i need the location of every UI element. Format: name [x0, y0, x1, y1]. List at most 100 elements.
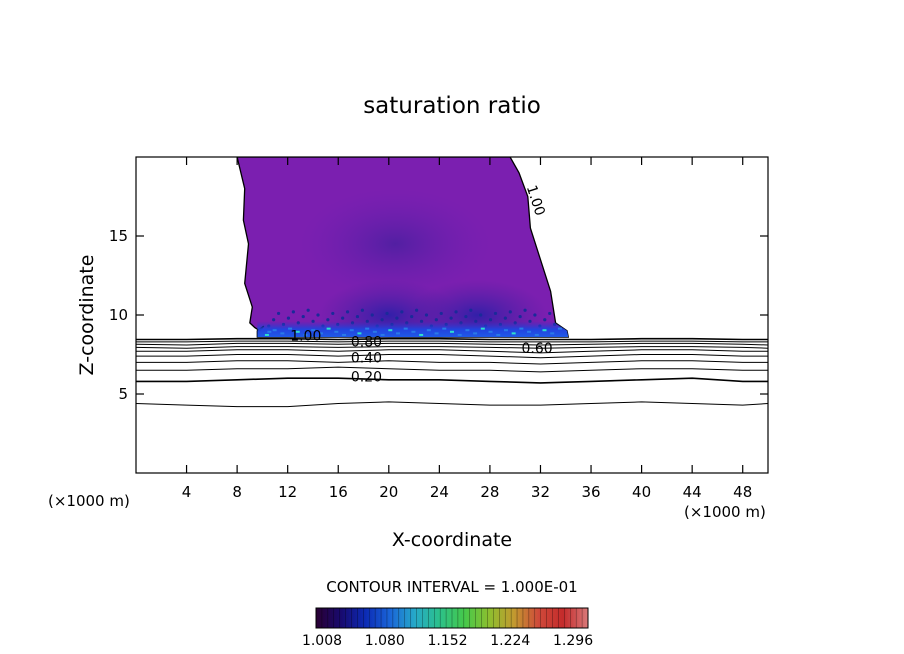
- region-speckle: [272, 318, 276, 322]
- region-speckle: [449, 316, 453, 320]
- colorbar-labels: 1.008 1.080 1.152 1.224 1.296: [302, 633, 593, 649]
- region-speckle: [326, 318, 330, 322]
- region-speckle: [331, 311, 335, 316]
- x-tick-label: 24: [430, 483, 449, 501]
- region-speckle: [479, 313, 483, 317]
- region-speckle: [454, 310, 458, 314]
- x-tick-label: 36: [581, 483, 600, 501]
- region-speckle: [469, 308, 473, 312]
- y-tick-label: 15: [109, 227, 128, 245]
- plot-area: 1.001.00 0.80 0.600.400.20: [136, 157, 768, 408]
- region-base-speckle: [264, 333, 269, 336]
- x-tick-label: 12: [278, 483, 297, 501]
- region-base-speckle: [542, 329, 547, 332]
- region-base-speckle: [511, 332, 516, 335]
- region-speckle: [395, 316, 399, 320]
- contour-line: [136, 401, 768, 408]
- region-speckle: [400, 310, 404, 314]
- contour-label: 0.20: [351, 369, 382, 385]
- x-tick-label: 4: [182, 483, 192, 501]
- region-base-speckle: [357, 332, 362, 335]
- contour-line: [136, 360, 768, 365]
- region-speckle: [306, 308, 310, 312]
- region-base-speckle: [434, 332, 439, 335]
- region-base-speckle: [411, 330, 416, 333]
- region-base-speckle: [426, 329, 431, 332]
- contour-line: [136, 366, 768, 373]
- region-base-speckle: [326, 327, 331, 330]
- colorbar-ticks: [321, 608, 583, 628]
- x-tick-label: 48: [733, 483, 752, 501]
- region-base-speckle: [311, 329, 316, 332]
- region-base-speckle: [267, 330, 272, 333]
- region-speckle: [276, 311, 281, 316]
- region-base-speckle: [396, 332, 401, 335]
- contour-lines-layer: [136, 337, 768, 408]
- contour-line: [136, 346, 768, 349]
- contour-line: [136, 342, 768, 346]
- region-speckle: [415, 308, 419, 312]
- region-speckle: [424, 313, 429, 317]
- contour-label: 0.80: [351, 335, 382, 351]
- region-base-speckle: [349, 329, 354, 332]
- region-speckle: [548, 311, 552, 316]
- region-base-speckle: [496, 333, 501, 336]
- colorbar-label: 1.296: [553, 633, 593, 649]
- contour-label: 1.00: [290, 328, 321, 344]
- contour-interval-text: CONTOUR INTERVAL = 1.000E-01: [326, 578, 577, 596]
- x-tick-label: 20: [379, 483, 398, 501]
- x-tick-label: 8: [232, 483, 242, 501]
- x-axis-label: X-coordinate: [392, 529, 512, 551]
- x-unit-right: (×1000 m): [684, 503, 766, 521]
- chart-title: saturation ratio: [363, 93, 541, 119]
- region-base-speckle: [449, 330, 454, 333]
- region-base-speckle: [272, 329, 277, 332]
- region-base-speckle: [457, 333, 462, 336]
- region-speckle: [341, 316, 345, 320]
- contour-line: [136, 354, 768, 359]
- region-base-speckle: [380, 333, 385, 336]
- region-base-speckle: [280, 332, 285, 335]
- y-tick-label: 10: [109, 306, 128, 324]
- supersaturated-region-layer: [236, 157, 570, 338]
- region-speckle: [508, 310, 512, 314]
- region-speckle: [533, 313, 537, 317]
- colorbar-label: 1.080: [365, 633, 405, 649]
- y-axis-label: Z-coordinate: [76, 255, 98, 376]
- contour-line: [136, 337, 768, 341]
- region-speckle: [410, 314, 414, 319]
- region-base-speckle: [442, 327, 447, 330]
- region-speckle: [523, 308, 527, 312]
- region-speckle: [557, 316, 562, 320]
- colorbar: 1.008 1.080 1.152 1.224 1.296: [302, 607, 593, 649]
- y-tick-label: 5: [118, 385, 128, 403]
- region-base-speckle: [342, 333, 347, 336]
- region-base-speckle: [365, 327, 370, 330]
- x-tick-label: 40: [632, 483, 651, 501]
- x-tick-label: 32: [531, 483, 550, 501]
- region-base-speckle: [557, 327, 562, 330]
- region-speckle: [301, 314, 305, 319]
- region-core: [300, 188, 491, 299]
- region-speckle: [385, 311, 389, 316]
- region-speckle: [493, 311, 498, 316]
- region-base-speckle: [527, 330, 532, 333]
- x-axis-ticks: 4 8 12 16 20 24 28 32 36 40 44 48: [182, 157, 752, 501]
- region-speckle: [488, 318, 493, 322]
- region-base-speckle: [480, 327, 485, 330]
- region-base-speckle: [534, 333, 539, 336]
- y-axis-ticks: 5 10 15: [109, 227, 768, 403]
- region-base-speckle: [334, 330, 339, 333]
- region-base-speckle: [388, 329, 393, 332]
- region-base-speckle: [295, 330, 300, 333]
- region-base-speckle: [372, 330, 377, 333]
- region-speckle: [286, 316, 291, 320]
- x-tick-label: 16: [329, 483, 348, 501]
- region-base-speckle: [488, 330, 493, 333]
- region-speckle: [439, 311, 443, 316]
- x-unit-left: (×1000 m): [48, 492, 130, 510]
- region-speckle: [316, 313, 320, 317]
- region-base-speckle: [403, 327, 408, 330]
- region-speckle: [543, 318, 547, 322]
